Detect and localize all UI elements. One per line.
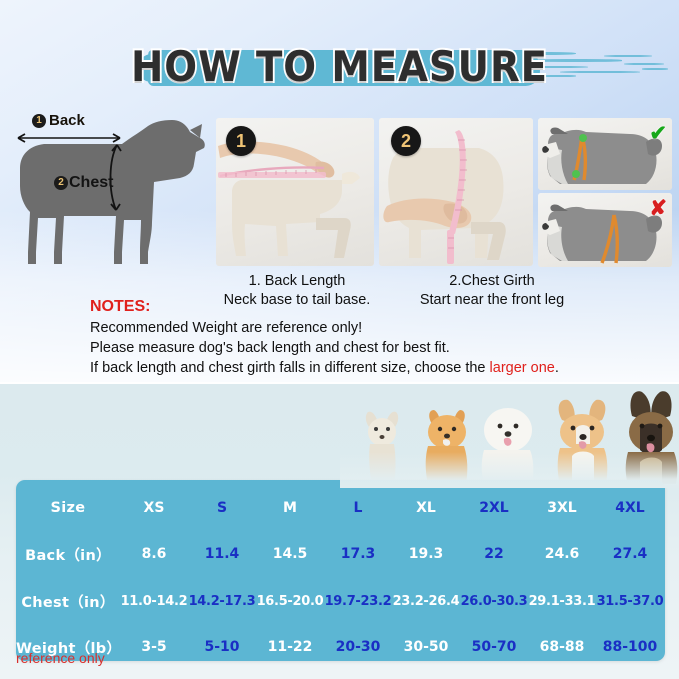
cell-back-l: 17.3 — [340, 546, 376, 562]
cell-back-2xl: 22 — [484, 546, 504, 562]
table-row-back: Back（in） 8.6 11.4 14.5 17.3 19.3 22 24.6… — [16, 534, 665, 574]
back-label-text: Back — [49, 112, 85, 129]
chest-label-text: Chest — [69, 174, 114, 191]
photo-correct-placement: ✔ — [538, 118, 672, 190]
row-label-back: Back（in） — [25, 547, 111, 564]
cell-chest-s: 14.2-17.3 — [188, 593, 256, 609]
notes-line-3-suffix: . — [554, 360, 559, 376]
cell-chest-4xl: 31.5-37.0 — [596, 593, 664, 609]
dog-silhouette-svg — [20, 120, 205, 264]
cell-size-xl: XL — [416, 500, 436, 516]
terrier-dog-wrong — [542, 204, 662, 264]
notes-line-1: Recommended Weight are reference only! — [90, 320, 363, 336]
table-row-size: Size XS S M L XL 2XL 3XL 4XL — [16, 488, 665, 528]
notes-highlight: larger one — [489, 360, 555, 376]
cell-size-m: M — [283, 500, 297, 516]
cell-back-4xl: 27.4 — [612, 546, 648, 562]
table-row-weight: Weight（lb） 3-5 5-10 11-22 20-30 30-50 50… — [16, 627, 665, 661]
step-2-caption: 2.Chest Girth Start near the front leg — [388, 272, 596, 310]
cell-weight-l: 20-30 — [335, 639, 381, 655]
chest-number-badge: 2 — [54, 176, 68, 190]
mannequin-dog-side — [218, 141, 360, 258]
photo-back-length-measurement: 1 — [216, 118, 374, 266]
table-row-chest: Chest（in） 11.0-14.2 14.2-17.3 16.5-20.0 … — [16, 581, 665, 621]
cell-chest-xl: 23.2-26.4 — [392, 593, 460, 609]
dog-lineup-fade — [340, 452, 679, 488]
notes-block: NOTES: Recommended Weight are reference … — [90, 296, 650, 378]
cell-back-m: 14.5 — [272, 546, 308, 562]
cell-back-s: 11.4 — [204, 546, 240, 562]
cell-weight-3xl: 68-88 — [539, 639, 585, 655]
cell-chest-xs: 11.0-14.2 — [120, 593, 188, 609]
cell-size-4xl: 4XL — [615, 500, 645, 516]
row-label-size: Size — [50, 500, 86, 516]
step-1-badge: 1 — [226, 126, 256, 156]
photo-wrong-placement: ✘ — [538, 193, 672, 267]
cell-back-3xl: 24.6 — [544, 546, 580, 562]
wrong-cross-icon: ✘ — [649, 197, 667, 220]
step-2-caption-line1: 2.Chest Girth — [449, 273, 535, 289]
terrier-dog-correct — [542, 127, 662, 184]
cell-size-2xl: 2XL — [479, 500, 509, 516]
step-1-caption: 1. Back Length Neck base to tail base. — [208, 272, 386, 310]
cell-chest-3xl: 29.1-33.1 — [528, 593, 596, 609]
cell-size-l: L — [353, 500, 363, 516]
cell-weight-xs: 3-5 — [141, 639, 167, 655]
cell-weight-2xl: 50-70 — [471, 639, 517, 655]
cell-size-3xl: 3XL — [547, 500, 577, 516]
cell-back-xl: 19.3 — [408, 546, 444, 562]
correct-check-icon: ✔ — [649, 122, 667, 145]
mannequin-dog-front — [383, 130, 506, 264]
cell-chest-l: 19.7-23.2 — [324, 593, 392, 609]
cell-size-s: S — [216, 500, 228, 516]
title-area: HOW TO MEASURE — [0, 36, 679, 98]
cell-size-xs: XS — [143, 500, 165, 516]
cell-weight-xl: 30-50 — [403, 639, 449, 655]
step-1-caption-line1: 1. Back Length — [248, 273, 346, 289]
back-number-badge: 1 — [32, 113, 46, 128]
notes-line-3-prefix: If back length and chest girth falls in … — [90, 360, 490, 376]
notes-line-3: If back length and chest girth falls in … — [90, 358, 650, 378]
cell-weight-s: 5-10 — [204, 639, 240, 655]
cell-chest-m: 16.5-20.0 — [256, 593, 324, 609]
table-footnote: reference only — [16, 650, 105, 666]
cell-weight-4xl: 88-100 — [602, 639, 658, 655]
page-title: HOW TO MEASURE — [129, 40, 549, 93]
chest-measure-label: 2 Chest — [54, 174, 113, 192]
step-2-badge: 2 — [391, 126, 421, 156]
cell-weight-m: 11-22 — [267, 639, 313, 655]
back-measure-label: 1 Back — [32, 112, 85, 129]
cell-back-xs: 8.6 — [141, 546, 167, 562]
spray-decoration — [512, 42, 679, 90]
dog-silhouette-diagram: 1 Back 2 Chest — [4, 112, 212, 272]
step-2-caption-line2: Start near the front leg — [419, 292, 565, 308]
cell-chest-2xl: 26.0-30.3 — [460, 593, 528, 609]
measure-arrows — [17, 133, 122, 211]
size-table: Size XS S M L XL 2XL 3XL 4XL Back（in） 8.… — [16, 480, 665, 661]
photo-chest-girth-measurement: 2 — [379, 118, 533, 266]
row-label-weight: Weight（lb） — [16, 640, 122, 657]
step-1-caption-line2: Neck base to tail base. — [223, 292, 371, 308]
notes-line-2: Please measure dog's back length and che… — [90, 340, 450, 356]
notes-title: NOTES: — [90, 298, 151, 315]
row-label-chest: Chest（in） — [21, 594, 115, 611]
